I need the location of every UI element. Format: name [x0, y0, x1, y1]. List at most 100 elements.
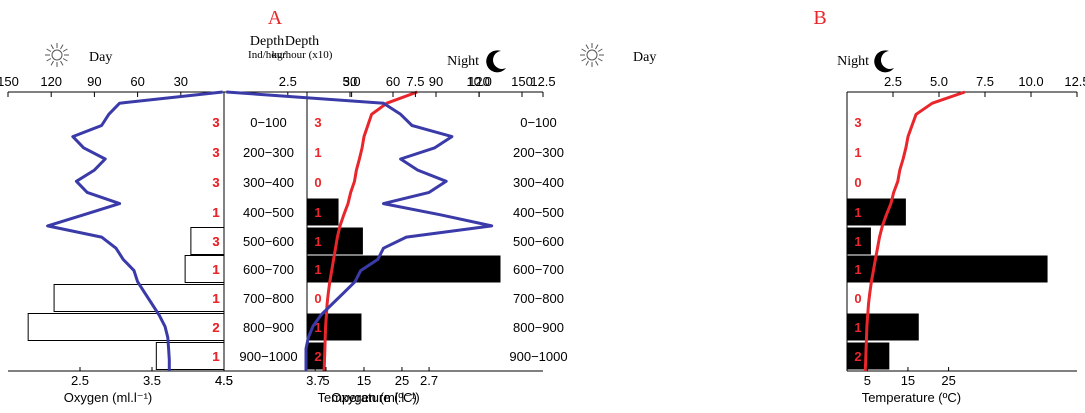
day-bar: [184, 255, 225, 283]
night-axis-tick-label: 12.5: [1064, 74, 1085, 89]
night-axis-tick-label: 90: [429, 74, 443, 89]
oxygen-line: [46, 90, 223, 371]
day-count-label: 3: [212, 115, 219, 130]
depth-category-label: 800−900: [243, 320, 294, 335]
day-count-label: 3: [212, 145, 219, 160]
day-bar: [27, 313, 225, 341]
depth-category-label: 200−300: [513, 145, 564, 160]
depth-category-label: 300−400: [243, 175, 294, 190]
day-axis-tick-label: 10.0: [467, 74, 492, 89]
day-label: Day: [633, 50, 656, 65]
night-count-label: 1: [314, 205, 321, 220]
day-count-label: 2: [212, 320, 219, 335]
day-axis-tick-label: 90: [87, 74, 101, 89]
night-count-label: 1: [854, 320, 861, 335]
day-count-label: 1: [212, 349, 219, 364]
day-count-label: 1: [212, 205, 219, 220]
day-axis-tick-label: 30: [174, 74, 188, 89]
night-count-label: 3: [854, 115, 861, 130]
night-axis-tick-label: 60: [386, 74, 400, 89]
night-bar: [847, 255, 1048, 283]
day-count-label: 3: [212, 175, 219, 190]
moon-icon: [486, 50, 506, 73]
day-count-label: 1: [212, 291, 219, 306]
day-count-label: 3: [212, 234, 219, 249]
oxygen-tick-label: 2.7: [420, 373, 438, 388]
day-count-label: 1: [212, 291, 219, 306]
night-count-label: 2: [854, 349, 861, 364]
depth-units: Ind/hour: [248, 49, 286, 61]
sun-icon: [45, 43, 69, 67]
depth-category-label: 600−700: [513, 262, 564, 277]
night-count-label: 1: [854, 145, 861, 160]
night-label: Night: [837, 54, 869, 69]
night-count-label: 2: [314, 349, 321, 364]
night-count-label: 0: [854, 291, 861, 306]
depth-title: Depth: [285, 34, 319, 49]
depth-category-label: 400−500: [513, 205, 564, 220]
day-axis-tick-label: 2.5: [279, 74, 297, 89]
night-axis-tick-label: 150: [511, 74, 533, 89]
night-count-label: 1: [854, 205, 861, 220]
night-bar: [847, 227, 871, 255]
day-axis-tick-label: 60: [130, 74, 144, 89]
night-count-label: 1: [314, 234, 321, 249]
day-count-label: 3: [212, 234, 219, 249]
oxygen-tick-label: 3.5: [143, 373, 161, 388]
day-bar: [53, 284, 225, 312]
night-axis-tick-label: 2.5: [884, 74, 902, 89]
oxygen-tick-label: 4.5: [215, 373, 233, 388]
oxygen-tick-label: 2.5: [71, 373, 89, 388]
depth-category-label: 700−800: [513, 291, 564, 306]
night-bar: [847, 198, 906, 226]
day-axis-tick-label: 5.0: [343, 74, 361, 89]
day-axis-tick-label: 12.5: [530, 74, 555, 89]
night-bar: [307, 255, 501, 283]
temperature-tick-label: 15: [357, 373, 371, 388]
night-axis-tick-label: 30: [343, 74, 357, 89]
oxygen-tick-label: 4.5: [215, 373, 233, 388]
night-bar: [307, 198, 339, 226]
depth-units: kg/hour (x10): [272, 49, 333, 61]
depth-category-label: 500−600: [243, 234, 294, 249]
night-bar: [847, 313, 919, 341]
temperature-tick-label: 25: [941, 373, 955, 388]
night-count-label: 1: [854, 234, 861, 249]
day-label: Day: [89, 50, 112, 65]
day-count-label: 2: [212, 320, 219, 335]
night-count-label: 3: [314, 115, 321, 130]
day-count-label: 1: [212, 262, 219, 277]
night-axis-tick-label: 5.0: [930, 74, 948, 89]
depth-category-label: 400−500: [243, 205, 294, 220]
moon-icon: [874, 50, 894, 73]
night-count-label: 1: [854, 262, 861, 277]
night-bar: [847, 342, 890, 370]
night-count-label: 1: [314, 262, 321, 277]
depth-category-label: 900−1000: [509, 349, 567, 364]
temperature-tick-label: 5: [864, 373, 871, 388]
depth-category-label: 600−700: [243, 262, 294, 277]
day-axis-tick-label: 150: [0, 74, 19, 89]
day-axis-tick-label: 120: [40, 74, 62, 89]
depth-category-label: 0−100: [250, 115, 287, 130]
day-count-label: 3: [212, 115, 219, 130]
day-axis-tick-label: 7.5: [406, 74, 424, 89]
day-count-label: 1: [212, 349, 219, 364]
temperature-tick-label: 5: [322, 373, 329, 388]
night-label: Night: [447, 54, 479, 69]
depth-title: Depth: [250, 34, 284, 49]
temperature-line: [863, 90, 966, 372]
day-count-label: 1: [212, 262, 219, 277]
day-count-label: 3: [212, 145, 219, 160]
depth-category-label: 800−900: [513, 320, 564, 335]
night-axis-tick-label: 10.0: [1018, 74, 1043, 89]
depth-category-label: 500−600: [513, 234, 564, 249]
oxygen-tick-label: 3.7: [306, 373, 324, 388]
night-count-label: 0: [314, 291, 321, 306]
temperature-axis-label: Temperature (ºC): [318, 390, 417, 405]
temperature-axis-label: Temperature (ºC): [862, 390, 961, 405]
temperature-line: [322, 90, 418, 372]
depth-category-label: 300−400: [513, 175, 564, 190]
temperature-tick-label: 15: [901, 373, 915, 388]
